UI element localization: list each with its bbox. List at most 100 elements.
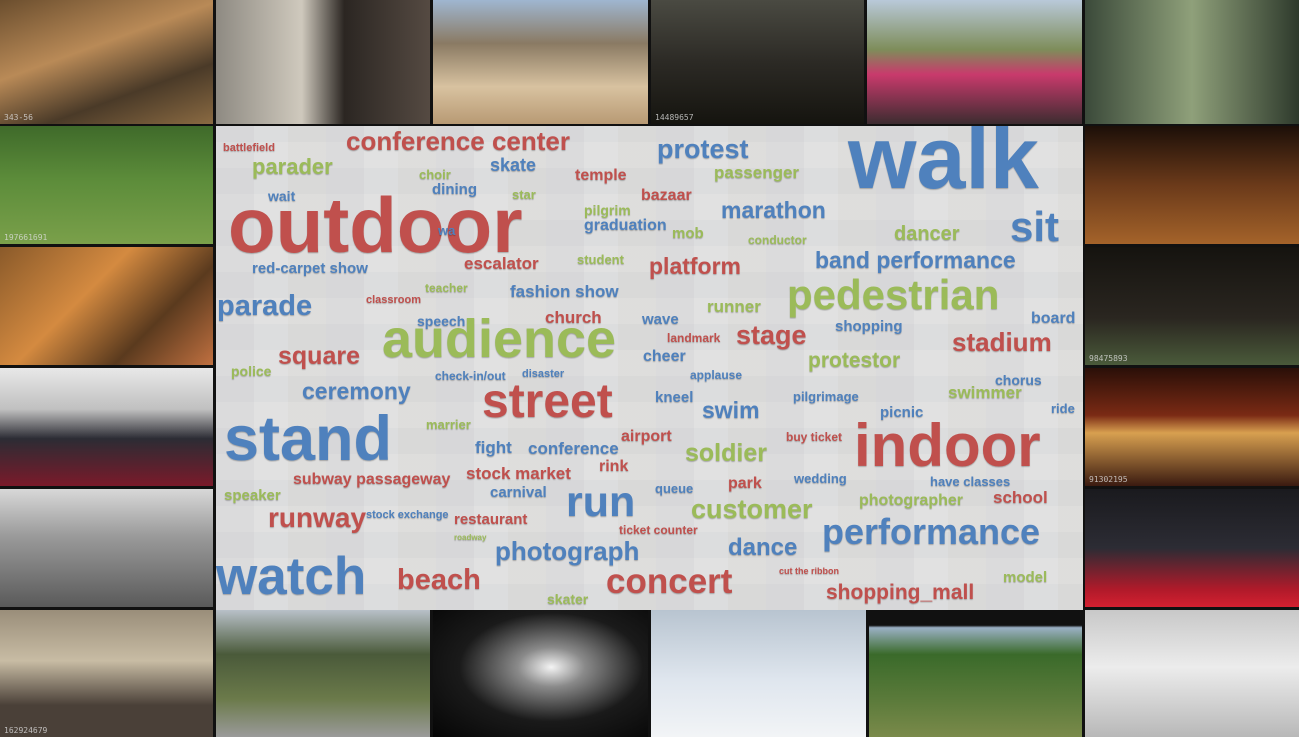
thumbnail-id: 91302195 xyxy=(1089,475,1128,484)
cloud-word: cheer xyxy=(643,348,686,365)
cloud-word: conference center xyxy=(346,126,570,156)
cloud-word: outdoor xyxy=(228,181,523,269)
cloud-word: star xyxy=(512,187,536,202)
cloud-word: carnival xyxy=(490,484,547,501)
video-thumbnail-2 xyxy=(216,0,430,124)
cloud-word: restaurant xyxy=(454,511,528,528)
cloud-word: indoor xyxy=(854,412,1041,479)
cloud-word: classroom xyxy=(366,294,422,306)
cloud-word: pilgrimage xyxy=(793,389,859,404)
cloud-word: parade xyxy=(217,290,313,322)
cloud-word: square xyxy=(278,342,360,370)
cloud-word: photographer xyxy=(859,492,963,509)
cloud-word: wave xyxy=(642,311,679,328)
cloud-word: dancer xyxy=(894,223,960,245)
cloud-word: concert xyxy=(606,562,733,601)
cloud-word: wa xyxy=(438,223,456,238)
cloud-word: speech xyxy=(417,313,466,329)
video-thumbnail-20 xyxy=(1085,610,1299,737)
cloud-word: conductor xyxy=(748,233,807,247)
cloud-word: pedestrian xyxy=(787,271,1000,318)
cloud-word: subway passageway xyxy=(293,471,451,488)
cloud-word: wedding xyxy=(794,471,847,486)
video-thumbnail-11 xyxy=(0,368,213,486)
cloud-word: disaster xyxy=(522,368,565,380)
cloud-word: stock exchange xyxy=(366,509,449,521)
cloud-word: graduation xyxy=(584,217,667,234)
cloud-word: soldier xyxy=(685,439,767,467)
cloud-word: model xyxy=(1003,569,1048,586)
cloud-word: temple xyxy=(575,167,627,184)
thumbnail-id: 14489657 xyxy=(655,113,694,122)
thumbnail-id: 98475893 xyxy=(1089,354,1128,363)
cloud-word: beach xyxy=(397,564,481,596)
video-thumbnail-15: 162924679 xyxy=(0,610,213,737)
cloud-word: fashion show xyxy=(510,282,619,301)
cloud-word: park xyxy=(728,475,762,492)
cloud-word: runway xyxy=(268,502,367,533)
cloud-word: performance xyxy=(822,511,1041,552)
cloud-word: street xyxy=(482,375,613,428)
cloud-word: dance xyxy=(728,534,798,561)
cloud-word: swim xyxy=(702,397,760,423)
cloud-word: fight xyxy=(475,438,512,457)
cloud-word: stock market xyxy=(466,464,571,483)
cloud-word: watch xyxy=(216,547,367,606)
cloud-word: conference xyxy=(528,439,619,458)
cloud-word: skate xyxy=(490,155,537,175)
cloud-word: stage xyxy=(736,320,807,350)
cloud-word: run xyxy=(566,478,636,526)
cloud-word: have classes xyxy=(930,474,1011,489)
video-thumbnail-12: 91302195 xyxy=(1085,368,1299,486)
cloud-word: picnic xyxy=(880,404,924,421)
cloud-word: church xyxy=(545,308,602,327)
cloud-word: photograph xyxy=(495,536,640,566)
cloud-word: customer xyxy=(691,494,813,524)
cloud-word: applause xyxy=(690,368,743,382)
cloud-word: mob xyxy=(672,225,704,242)
cloud-word: passenger xyxy=(714,163,800,182)
cloud-word: landmark xyxy=(667,331,721,345)
cloud-word: airport xyxy=(621,428,672,445)
cloud-word: buy ticket xyxy=(786,430,843,444)
video-thumbnail-10: 98475893 xyxy=(1085,247,1299,365)
word-cloud-panel: battlefield conference center parader skate… xyxy=(216,126,1083,610)
cloud-word: sit xyxy=(1010,203,1060,250)
cloud-word: queue xyxy=(655,481,694,496)
cloud-word: student xyxy=(577,252,624,267)
video-thumbnail-17 xyxy=(433,610,648,737)
cloud-word: board xyxy=(1031,310,1076,327)
cloud-word: teacher xyxy=(425,281,468,295)
video-thumbnail-16 xyxy=(216,610,430,737)
cloud-word: speaker xyxy=(224,487,281,504)
cloud-word: ceremony xyxy=(302,378,411,404)
cloud-word: ticket counter xyxy=(619,523,698,537)
cloud-word: bazaar xyxy=(641,187,692,204)
thumbnail-id: 197661691 xyxy=(4,233,48,242)
cloud-word: red-carpet show xyxy=(252,260,368,277)
video-thumbnail-7: 197661691 xyxy=(0,126,213,244)
cloud-word: cut the ribbon xyxy=(779,566,839,576)
video-thumbnail-4: 14489657 xyxy=(651,0,864,124)
video-thumbnail-3 xyxy=(433,0,648,124)
video-thumbnail-6 xyxy=(1085,0,1299,124)
cloud-word: police xyxy=(231,363,272,379)
cloud-word: platform xyxy=(649,253,741,279)
cloud-word: walk xyxy=(848,126,1039,207)
cloud-word: marrier xyxy=(426,417,471,432)
cloud-word: check-in/out xyxy=(435,369,506,383)
thumbnail-id: 343-56 xyxy=(4,113,33,122)
cloud-word: kneel xyxy=(655,389,694,406)
video-thumbnail-13 xyxy=(0,489,213,607)
cloud-word: marathon xyxy=(721,197,826,223)
cloud-word: protestor xyxy=(808,349,901,372)
cloud-translucent-overlay xyxy=(216,126,1083,610)
cloud-word: choir xyxy=(419,167,451,182)
cloud-word: dining xyxy=(432,181,477,198)
cloud-word: chorus xyxy=(995,372,1042,388)
cloud-word: battlefield xyxy=(223,142,275,154)
cloud-word: stadium xyxy=(952,327,1052,357)
video-thumbnail-18 xyxy=(651,610,866,737)
cloud-word: swimmer xyxy=(948,383,1022,402)
cloud-word: skater xyxy=(547,591,589,607)
